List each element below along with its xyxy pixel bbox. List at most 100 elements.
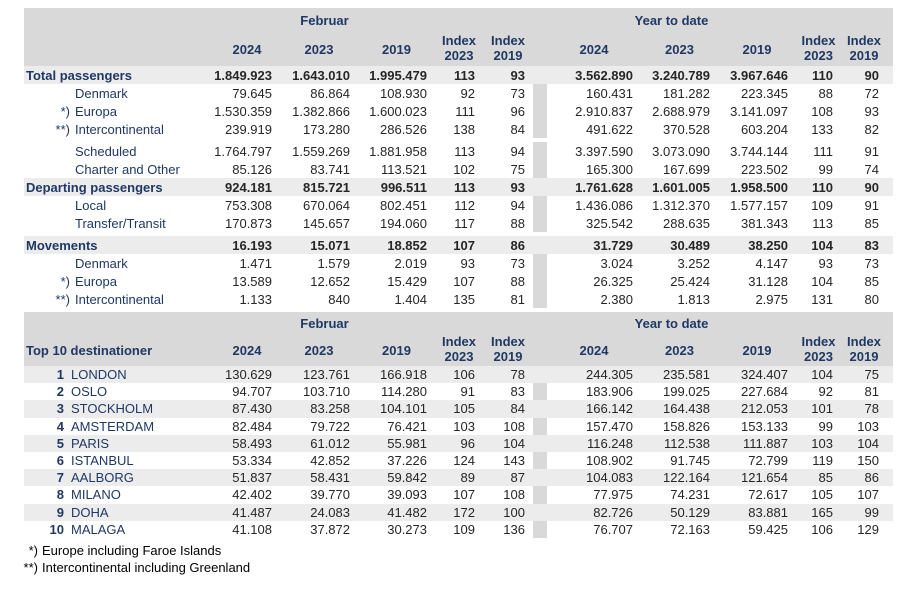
value-cell: 12.652 bbox=[310, 273, 350, 289]
value-cell: 96 bbox=[460, 435, 475, 451]
value-cell: 112 bbox=[454, 197, 475, 213]
value-cell: 110 bbox=[812, 67, 833, 83]
value-cell: 324.407 bbox=[741, 367, 788, 383]
destinations-table: Februar Year to date Top 10 destinatione… bbox=[24, 312, 893, 538]
row-label: Denmark bbox=[75, 255, 128, 271]
index-year: 2023 bbox=[444, 349, 474, 364]
value-cell: 72 bbox=[864, 85, 879, 101]
value-cell: 1.404 bbox=[394, 291, 427, 307]
value-cell: 92 bbox=[818, 384, 833, 400]
value-cell: 2.975 bbox=[755, 291, 788, 307]
value-cell: 41.108 bbox=[232, 521, 272, 537]
index-word: Index bbox=[847, 335, 881, 350]
value-cell: 3.240.789 bbox=[652, 67, 710, 83]
value-cell: 83 bbox=[510, 384, 525, 400]
col-header-ytd-2019: 2019 bbox=[742, 41, 772, 57]
value-cell: 58.493 bbox=[232, 435, 272, 451]
row-label: Europa bbox=[75, 273, 117, 289]
value-cell: 93 bbox=[864, 103, 879, 119]
value-cell: 39.770 bbox=[310, 487, 350, 503]
table-row: *) Europa 1.530.359 1.382.866 1.600.023 111 96… bbox=[24, 102, 893, 120]
year-header-row: 2024 2023 2019 Index 2023 Index 2019 202… bbox=[24, 32, 893, 66]
value-cell: 114.280 bbox=[380, 384, 427, 400]
row-label-cell: 5 PARIS bbox=[24, 436, 214, 451]
col-header-ytd-2023: 2023 bbox=[665, 41, 694, 57]
table-row: 7 AALBORG 51.837 58.431 59.842 89 87 104.083 122… bbox=[24, 469, 893, 487]
year-header-row: Top 10 destinationer 2024 2023 2019 Inde… bbox=[24, 334, 893, 366]
table-row: 4 AMSTERDAM 82.484 79.722 76.421 103 108 157.47… bbox=[24, 417, 893, 435]
section-divider bbox=[533, 451, 547, 470]
value-cell: 108.902 bbox=[586, 453, 633, 469]
value-cell: 94 bbox=[510, 143, 525, 159]
value-cell: 143 bbox=[503, 453, 525, 469]
table-row: **) Intercontinental 239.919 173.280 286.526… bbox=[24, 120, 893, 138]
section-divider bbox=[533, 272, 547, 290]
section-divider bbox=[533, 254, 547, 272]
value-cell: 86.864 bbox=[310, 85, 350, 101]
value-cell: 106 bbox=[811, 521, 833, 537]
value-cell: 104.101 bbox=[380, 401, 427, 417]
period-label-februar: Februar bbox=[300, 12, 349, 28]
value-cell: 3.967.646 bbox=[730, 67, 788, 83]
value-cell: 91 bbox=[864, 143, 879, 159]
value-cell: 194.060 bbox=[380, 215, 427, 231]
destination-name: MILANO bbox=[71, 487, 121, 503]
row-label-cell: 9 DOHA bbox=[24, 505, 214, 520]
index-word: Index bbox=[442, 34, 476, 49]
destination-rank: 5 bbox=[56, 435, 64, 451]
value-cell: 1.600.023 bbox=[369, 103, 427, 119]
value-cell: 37.226 bbox=[387, 453, 427, 469]
value-cell: 1.436.086 bbox=[575, 197, 633, 213]
value-cell: 91 bbox=[864, 197, 879, 213]
value-cell: 87 bbox=[510, 470, 525, 486]
value-cell: 37.872 bbox=[310, 521, 350, 537]
period-label-year-to-date: Year to date bbox=[634, 12, 709, 28]
table-row: **) Intercontinental 1.133 840 1.404 135 81 2.3… bbox=[24, 290, 893, 308]
value-cell: 1.601.005 bbox=[652, 179, 710, 195]
destination-name: LONDON bbox=[71, 367, 127, 383]
index-word: Index bbox=[801, 335, 836, 350]
value-cell: 153.133 bbox=[741, 418, 788, 434]
row-label-cell: 1 LONDON bbox=[24, 367, 214, 382]
value-cell: 1.761.628 bbox=[575, 179, 633, 195]
section-divider bbox=[533, 120, 547, 138]
value-cell: 145.657 bbox=[303, 215, 350, 231]
value-cell: 75 bbox=[864, 367, 879, 383]
value-cell: 124 bbox=[453, 453, 475, 469]
col-header-ytd-index-2023: Index 2023 bbox=[796, 335, 841, 365]
value-cell: 104 bbox=[811, 273, 833, 289]
section-divider bbox=[533, 196, 547, 214]
value-cell: 75 bbox=[510, 161, 525, 177]
section-divider bbox=[533, 84, 547, 102]
section-divider bbox=[533, 160, 547, 178]
value-cell: 78 bbox=[510, 367, 525, 383]
value-cell: 3.397.590 bbox=[575, 143, 633, 159]
value-cell: 166.918 bbox=[380, 367, 427, 383]
value-cell: 73 bbox=[510, 85, 525, 101]
destination-name: MALAGA bbox=[71, 521, 126, 537]
period-header-row: Februar Year to date bbox=[24, 312, 893, 334]
row-label-cell: Denmark bbox=[24, 256, 214, 271]
value-cell: 166.142 bbox=[586, 401, 633, 417]
row-label-cell: Departing passengers bbox=[24, 180, 214, 195]
table-row: Movements 16.193 15.071 18.852 107 86 31.729 30… bbox=[24, 236, 893, 254]
value-cell: 815.721 bbox=[303, 179, 350, 195]
destination-rank: 3 bbox=[56, 401, 64, 417]
value-cell: 117 bbox=[454, 215, 475, 231]
value-cell: 370.528 bbox=[663, 121, 710, 137]
value-cell: 83.258 bbox=[310, 401, 350, 417]
value-cell: 381.343 bbox=[741, 215, 788, 231]
value-cell: 2.910.837 bbox=[575, 103, 633, 119]
period-header-row: Februar Year to date bbox=[24, 8, 893, 32]
value-cell: 42.852 bbox=[310, 453, 350, 469]
value-cell: 1.813 bbox=[677, 291, 710, 307]
value-cell: 84 bbox=[510, 121, 525, 137]
value-cell: 1.881.958 bbox=[369, 143, 427, 159]
section-divider bbox=[533, 102, 547, 120]
value-cell: 30.489 bbox=[670, 237, 710, 253]
value-cell: 74 bbox=[864, 161, 879, 177]
value-cell: 76.707 bbox=[593, 521, 633, 537]
index-word: Index bbox=[491, 34, 525, 49]
row-label: Total passengers bbox=[26, 67, 132, 83]
value-cell: 103.710 bbox=[303, 384, 350, 400]
